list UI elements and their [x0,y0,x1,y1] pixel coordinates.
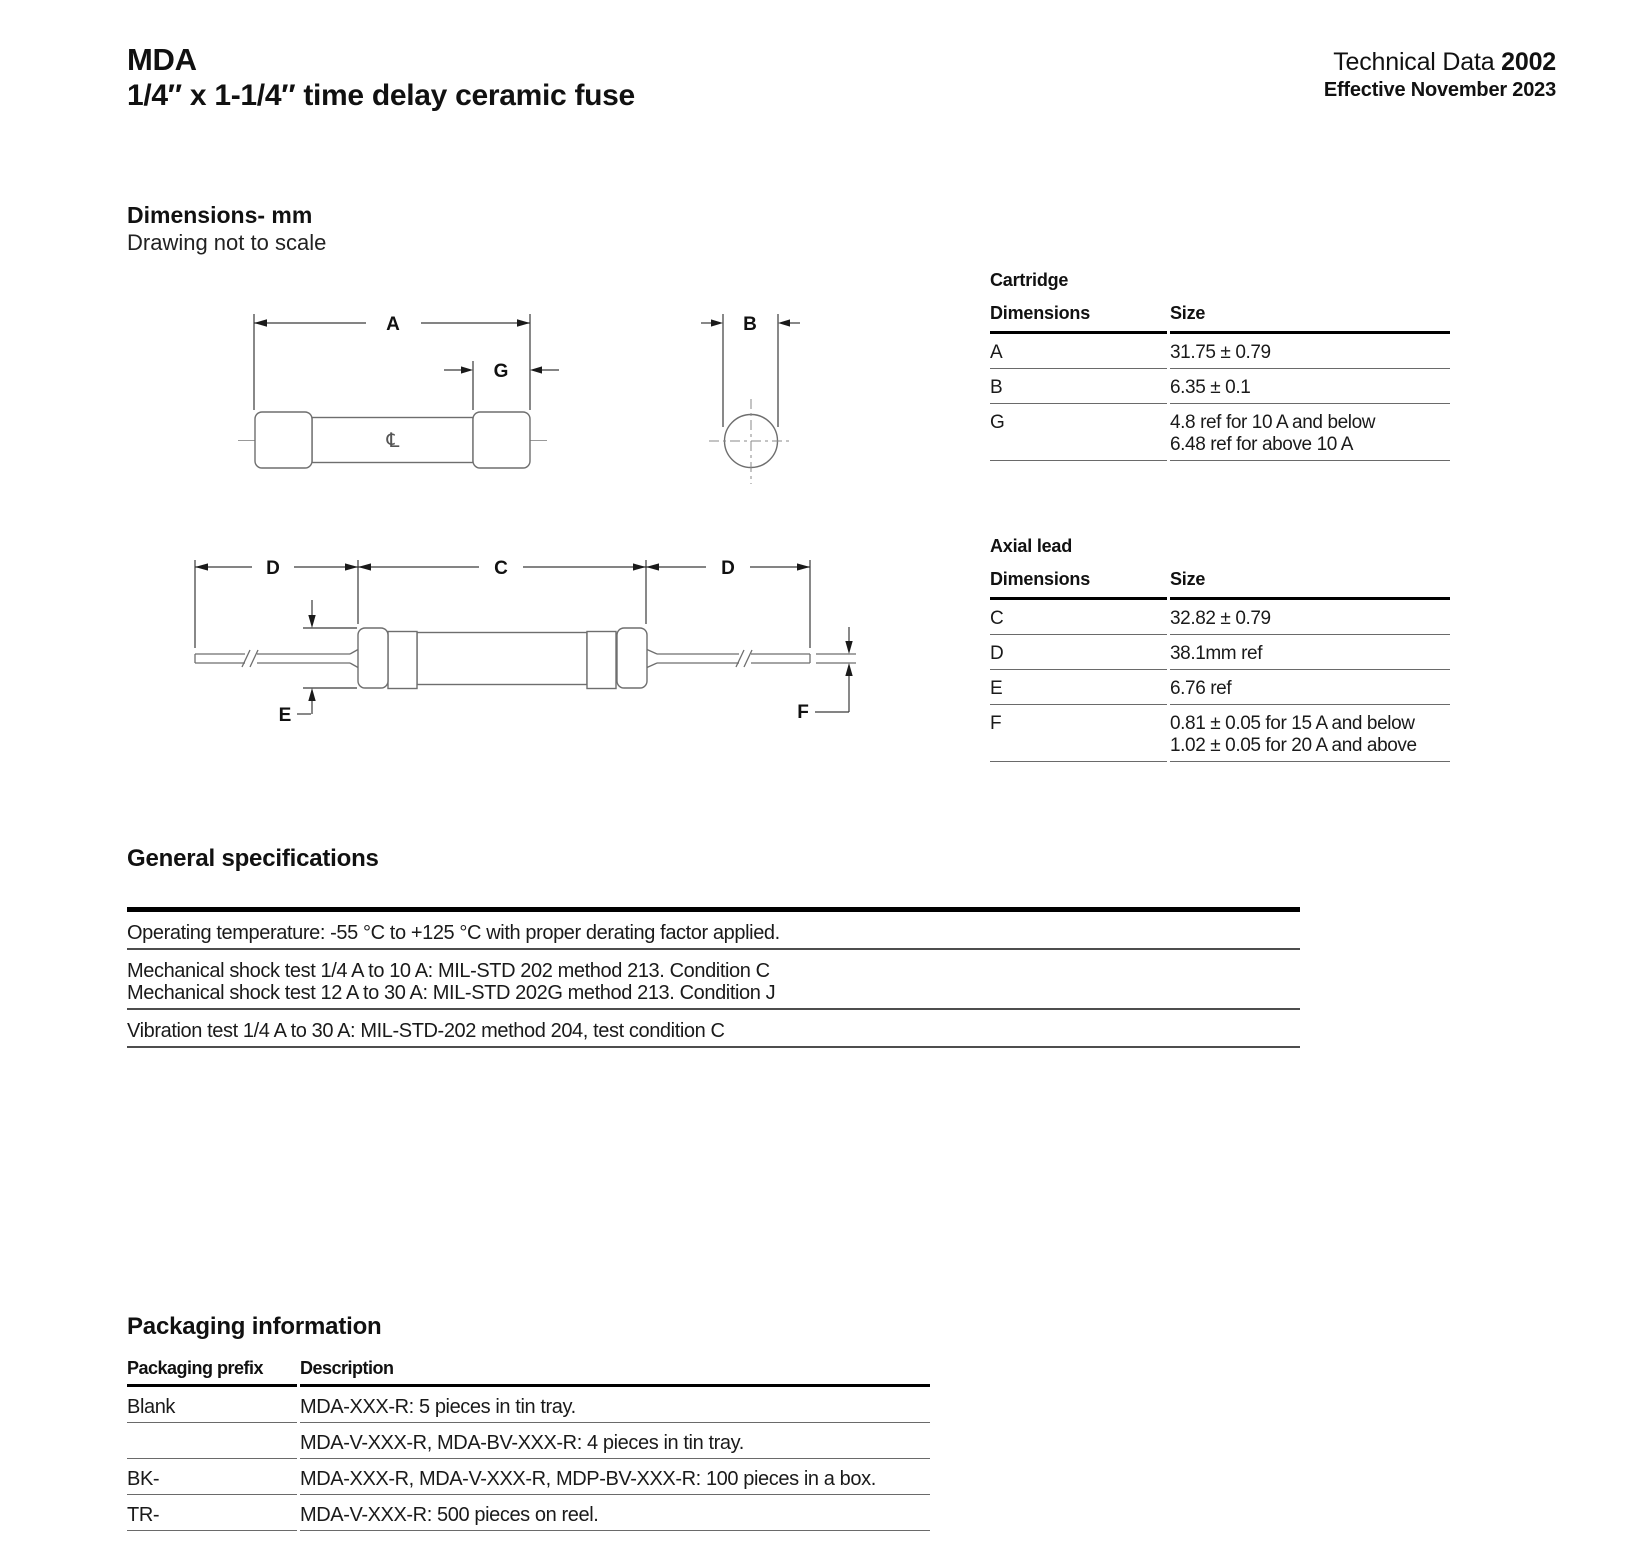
endview-dimension-lines [701,314,800,427]
col-header-packaging-prefix: Packaging prefix [127,1357,297,1387]
dim-label-c: C [494,558,508,579]
size-cell: 6.76 ref [1170,678,1232,699]
col-header-size: Size [1170,303,1450,334]
dimensions-title: Dimensions- mm [127,202,313,228]
table-row: BK- MDA-XXX-R, MDA-V-XXX-R, MDP-BV-XXX-R… [127,1459,930,1495]
prefix-cell: BK- [127,1468,160,1490]
general-specifications-table: Operating temperature: -55 °C to +125 °C… [127,907,1300,1048]
spec-row: Mechanical shock test 1/4 A to 10 A: MIL… [127,950,1300,1010]
product-name: MDA [127,42,197,77]
endview-centerlines [709,399,793,484]
table-row: E 6.76 ref [990,670,1450,705]
prefix-cell: TR- [127,1504,160,1526]
dim-label-b: B [743,314,757,335]
table-row: C 32.82 ± 0.79 [990,600,1450,635]
spec-line: Mechanical shock test 12 A to 30 A: MIL-… [127,982,776,1004]
dim-cell: G [990,412,1005,433]
centerline-symbol: ℄ [386,428,400,452]
col-header-dimensions: Dimensions [990,303,1167,334]
table-row: B 6.35 ± 0.1 [990,369,1450,404]
cartridge-table: Cartridge Dimensions Size A 31.75 ± 0.79… [990,270,1450,461]
scale-note: Drawing not to scale [127,230,327,255]
description-cell: MDA-XXX-R, MDA-V-XXX-R, MDP-BV-XXX-R: 10… [300,1468,876,1490]
table-row: D 38.1mm ref [990,635,1450,670]
size-cell: 31.75 ± 0.79 [1170,342,1271,363]
product-subtitle: 1/4″ x 1-1/4″ time delay ceramic fuse [127,79,635,112]
col-header-description: Description [300,1357,930,1387]
doc-type-number: Technical Data 2002 [1324,48,1556,76]
size-cell-line1: 4.8 ref for 10 A and below [1170,412,1376,433]
cartridge-table-title: Cartridge [990,270,1069,290]
col-header-dimensions: Dimensions [990,569,1167,600]
cartridge-arrowheads [254,319,542,374]
dim-cell: A [990,342,1003,363]
spec-row: Vibration test 1/4 A to 30 A: MIL-STD-20… [127,1010,1300,1048]
cartridge-fuse-body [254,411,531,469]
dim-label-g: G [494,361,509,382]
size-cell: 38.1mm ref [1170,643,1263,664]
cartridge-table-header: Dimensions Size [990,303,1450,334]
dim-cell: E [990,678,1003,699]
table-row: A 31.75 ± 0.79 [990,334,1450,369]
general-specifications-title: General specifications [127,845,379,872]
size-cell: 32.82 ± 0.79 [1170,608,1271,629]
prefix-cell: Blank [127,1396,176,1418]
table-row: Blank MDA-XXX-R: 5 pieces in tin tray. [127,1387,930,1423]
dim-label-e: E [279,705,292,726]
packaging-title: Packaging information [127,1313,382,1340]
general-specifications-section: General specifications Operating tempera… [127,845,1300,1048]
description-cell: MDA-V-XXX-R, MDA-BV-XXX-R: 4 pieces in t… [300,1432,744,1454]
packaging-table-header: Packaging prefix Description [127,1357,930,1387]
fuse-dimension-drawing: A G ℄ B [194,314,856,726]
effective-date: Effective November 2023 [1323,79,1556,101]
endview-arrowheads [711,319,790,327]
dim-cell: D [990,643,1004,664]
dim-label-a: A [386,314,400,335]
size-cell-line2: 6.48 ref for above 10 A [1170,434,1354,455]
dim-label-d-right: D [721,558,735,579]
dim-label-f: F [797,702,809,723]
dim-label-d-left: D [266,558,280,579]
table-row: G 4.8 ref for 10 A and below 6.48 ref fo… [990,404,1450,461]
dim-cell: C [990,608,1004,629]
size-cell: 6.35 ± 0.1 [1170,377,1251,398]
size-cell-line1: 0.81 ± 0.05 for 15 A and below [1170,713,1415,734]
spec-line: Vibration test 1/4 A to 30 A: MIL-STD-20… [127,1020,725,1042]
description-cell: MDA-XXX-R: 5 pieces in tin tray. [300,1396,576,1418]
axial-table-header: Dimensions Size [990,569,1450,600]
axial-leads [194,648,856,669]
col-header-size: Size [1170,569,1450,600]
dimensions-note: Dimensions- mm Drawing not to scale [127,202,326,256]
doc-type: Technical Data [1333,48,1502,76]
description-cell: MDA-V-XXX-R: 500 pieces on reel. [300,1504,599,1526]
packaging-information-section: Packaging information Packaging prefix D… [127,1313,930,1531]
axial-arrowheads [195,563,853,701]
table-row: TR- MDA-V-XXX-R: 500 pieces on reel. [127,1495,930,1531]
document-info: Technical Data 2002 Effective November 2… [1324,48,1556,102]
product-header: MDA 1/4″ x 1-1/4″ time delay ceramic fus… [127,42,635,114]
cartridge-dimension-lines [253,314,559,410]
axial-dimension-lines [194,560,850,715]
axial-lead-table: Axial lead Dimensions Size C 32.82 ± 0.7… [990,536,1450,762]
table-row: MDA-V-XXX-R, MDA-BV-XXX-R: 4 pieces in t… [127,1423,930,1459]
dim-cell: F [990,713,1002,734]
axial-fuse-body [357,627,648,690]
packaging-table: Packaging prefix Description Blank MDA-X… [127,1357,930,1531]
spec-line: Operating temperature: -55 °C to +125 °C… [127,922,780,944]
doc-number: 2002 [1501,48,1556,76]
spec-line: Mechanical shock test 1/4 A to 10 A: MIL… [127,960,770,982]
dim-cell: B [990,377,1003,398]
spec-row: Operating temperature: -55 °C to +125 °C… [127,912,1300,950]
size-cell-line2: 1.02 ± 0.05 for 20 A and above [1170,735,1417,756]
axial-table-title: Axial lead [990,536,1073,556]
table-row: F 0.81 ± 0.05 for 15 A and below 1.02 ± … [990,705,1450,762]
